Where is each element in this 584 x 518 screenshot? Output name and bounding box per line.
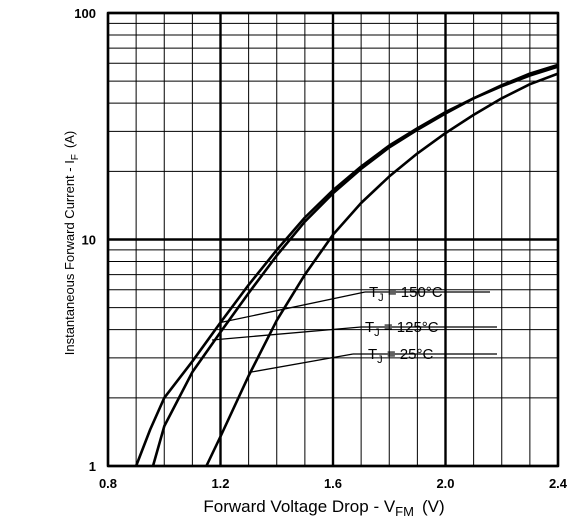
x-tick-label: 0.8: [99, 476, 117, 491]
y-axis-label: Instantaneous Forward Current - IF(A): [62, 131, 81, 356]
y-tick-label: 10: [82, 233, 96, 248]
series-line-0: [134, 65, 559, 467]
x-tick-label: 1.2: [211, 476, 229, 491]
annotation-leader: [212, 326, 362, 341]
annotations: TJ = 150°C TJ = 125°C TJ = 25°C: [212, 284, 497, 373]
annotation-leader: [251, 353, 354, 373]
y-tick-label: 100: [74, 6, 96, 21]
plot-frame: [106, 11, 560, 468]
series-label: TJ = 25°C: [368, 346, 433, 366]
series-line-1: [151, 63, 559, 467]
curves: [134, 63, 559, 467]
x-axis-label: Forward Voltage Drop - VFM (V): [203, 497, 444, 518]
tick-labels: 0.8 1.2 1.6 2.0 2.4 1 10 100: [74, 6, 568, 491]
x-tick-label: 2.4: [549, 476, 568, 491]
x-tick-label: 1.6: [324, 476, 342, 491]
series-label: TJ = 125°C: [365, 319, 439, 339]
grid: [106, 11, 560, 468]
series-line-2: [205, 72, 559, 467]
x-tick-label: 2.0: [436, 476, 454, 491]
y-tick-label: 1: [89, 459, 96, 474]
annotation-leader: [220, 291, 366, 324]
series-label: TJ = 150°C: [369, 284, 443, 304]
